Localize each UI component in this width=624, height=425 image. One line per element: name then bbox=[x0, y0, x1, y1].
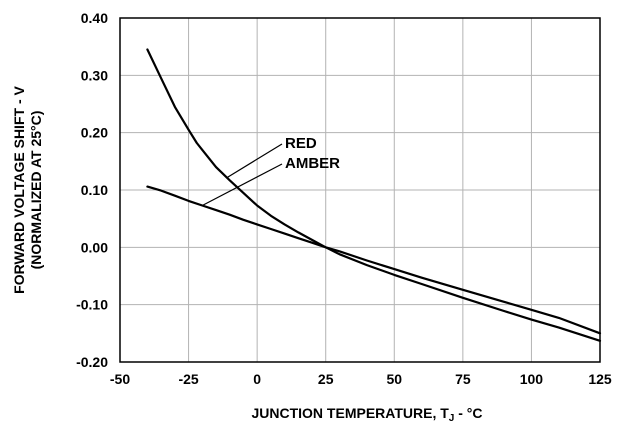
y-tick-label: 0.30 bbox=[81, 67, 108, 83]
series-label-amber: AMBER bbox=[285, 155, 340, 172]
plot-area-frame bbox=[119, 17, 601, 363]
y-tick-label: 0.40 bbox=[81, 10, 108, 26]
x-axis-title-subscript: J bbox=[449, 413, 455, 424]
y-axis-ticks: -0.20 -0.10 0.00 0.10 0.20 0.30 0.40 bbox=[76, 10, 108, 370]
x-tick-label: 25 bbox=[318, 371, 334, 387]
x-axis-title: JUNCTION TEMPERATURE, TJ - °C bbox=[251, 405, 482, 424]
series-label-red: RED bbox=[285, 135, 317, 152]
series-lines bbox=[146, 48, 602, 342]
leader-line-amber bbox=[202, 163, 283, 207]
x-tick-label: -25 bbox=[178, 371, 198, 387]
x-axis-title-main: JUNCTION TEMPERATURE, T bbox=[251, 405, 449, 421]
x-axis-ticks: -50 -25 0 25 50 75 100 125 bbox=[110, 371, 612, 387]
y-tick-label: 0.10 bbox=[81, 182, 108, 198]
leader-line-red bbox=[226, 143, 283, 179]
x-tick-label: -50 bbox=[110, 371, 130, 387]
y-axis-title-line1: FORWARD VOLTAGE SHIFT - V bbox=[11, 86, 27, 294]
series-labels: RED AMBER bbox=[202, 135, 340, 207]
x-axis-title-suffix: - °C bbox=[454, 405, 482, 421]
x-tick-label: 0 bbox=[253, 371, 261, 387]
series-line-amber bbox=[146, 185, 602, 335]
x-tick-label: 100 bbox=[520, 371, 544, 387]
grid bbox=[120, 18, 600, 362]
y-tick-label: 0.00 bbox=[81, 239, 108, 255]
y-axis-title-line2: (NORMALIZED AT 25°C) bbox=[28, 111, 44, 270]
y-tick-label: 0.20 bbox=[81, 125, 108, 141]
x-tick-label: 50 bbox=[386, 371, 402, 387]
y-tick-label: -0.20 bbox=[76, 354, 108, 370]
x-tick-label: 125 bbox=[588, 371, 612, 387]
series-line-red bbox=[146, 48, 602, 342]
y-tick-label: -0.10 bbox=[76, 297, 108, 313]
x-tick-label: 75 bbox=[455, 371, 471, 387]
